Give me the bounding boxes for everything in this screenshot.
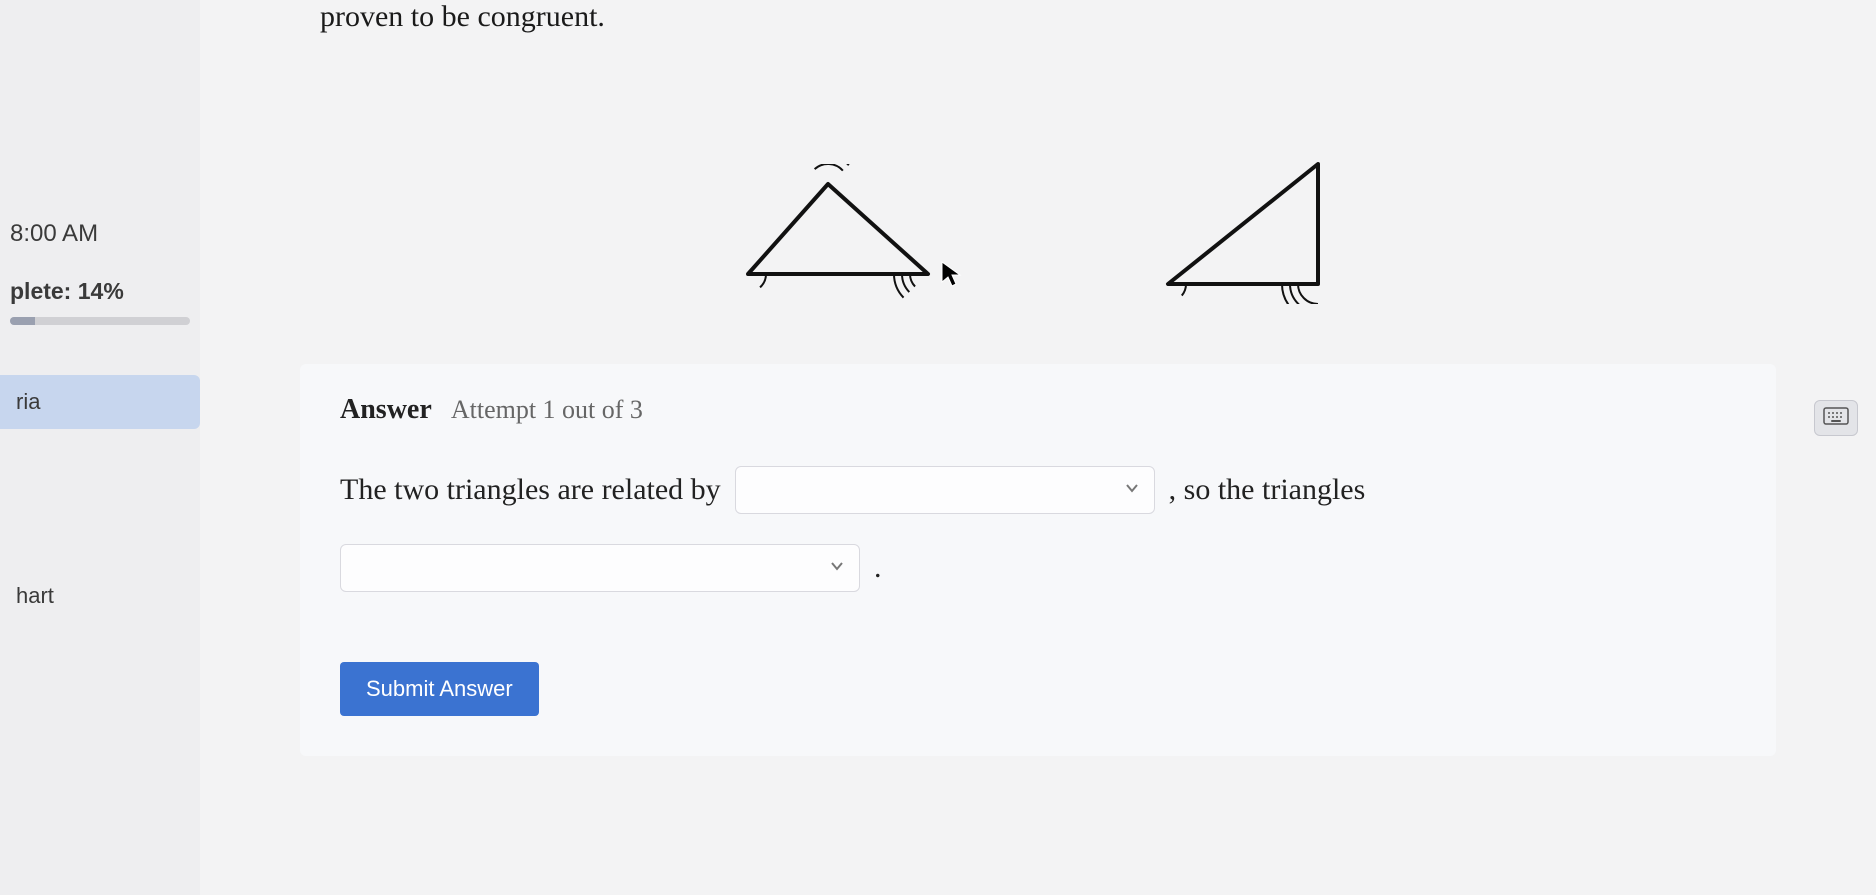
figure-area: [260, 124, 1816, 304]
keyboard-icon: [1823, 407, 1849, 430]
answer-sentence-row-1: The two triangles are related by , so th…: [340, 466, 1736, 514]
chevron-down-icon: [829, 558, 845, 579]
sentence-period: .: [874, 551, 882, 585]
sidebar-item-criteria[interactable]: ria: [0, 375, 200, 429]
chevron-down-icon: [1124, 480, 1140, 501]
sidebar-item-label: ria: [16, 389, 40, 414]
triangle-right: [1148, 154, 1348, 304]
progress-fill: [10, 317, 35, 325]
sentence-text-1: The two triangles are related by: [340, 473, 721, 507]
relation-dropdown[interactable]: [735, 466, 1155, 514]
sidebar-item-chart[interactable]: hart: [0, 569, 200, 623]
answer-header: Answer Attempt 1 out of 3: [340, 394, 1736, 426]
answer-block: Answer Attempt 1 out of 3 The two triang…: [300, 364, 1776, 756]
sentence-text-2: , so the triangles: [1169, 473, 1366, 507]
question-text-fragment: proven to be congruent.: [320, 0, 1816, 34]
answer-label: Answer: [340, 394, 432, 425]
answer-sentence-row-2: .: [340, 544, 1736, 592]
submit-answer-button[interactable]: Submit Answer: [340, 662, 539, 716]
sidebar-item-label: hart: [16, 583, 54, 608]
main-content: proven to be congruent. Answer Attempt 1…: [200, 0, 1876, 895]
progress-label: plete: 14%: [0, 278, 200, 305]
conclusion-dropdown[interactable]: [340, 544, 860, 592]
keyboard-tool-button[interactable]: [1814, 400, 1858, 436]
attempt-counter: Attempt 1 out of 3: [451, 395, 643, 424]
due-time: 8:00 AM: [0, 220, 200, 248]
sidebar: 8:00 AM plete: 14% ria hart: [0, 0, 200, 895]
progress-bar: [10, 317, 190, 325]
triangle-left: [728, 164, 948, 304]
